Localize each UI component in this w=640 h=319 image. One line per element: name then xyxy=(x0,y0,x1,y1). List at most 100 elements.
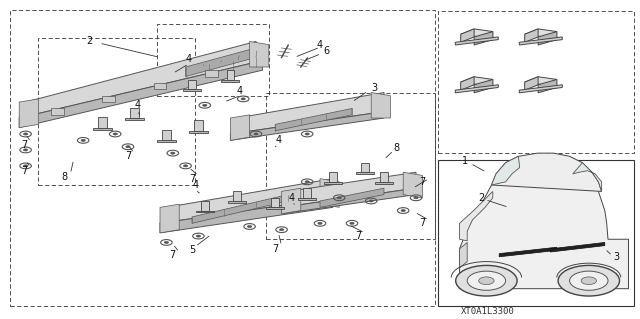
Circle shape xyxy=(337,197,341,199)
Polygon shape xyxy=(266,207,284,209)
Polygon shape xyxy=(492,153,602,191)
Polygon shape xyxy=(461,29,474,42)
Polygon shape xyxy=(499,247,557,257)
Text: 2: 2 xyxy=(86,36,93,46)
Circle shape xyxy=(24,149,28,151)
Bar xyxy=(438,11,634,153)
Circle shape xyxy=(241,98,245,100)
Circle shape xyxy=(369,200,373,202)
Text: 4: 4 xyxy=(237,86,243,96)
Polygon shape xyxy=(230,93,384,134)
Polygon shape xyxy=(320,188,384,207)
Polygon shape xyxy=(230,115,250,140)
Polygon shape xyxy=(492,156,520,185)
Polygon shape xyxy=(19,99,38,128)
Polygon shape xyxy=(228,201,246,203)
Circle shape xyxy=(467,271,506,290)
Bar xyxy=(10,10,435,306)
Bar xyxy=(266,93,435,239)
Polygon shape xyxy=(474,32,493,45)
Bar xyxy=(38,38,195,185)
Polygon shape xyxy=(130,108,139,118)
Polygon shape xyxy=(356,172,374,174)
Polygon shape xyxy=(157,140,176,143)
Text: 7: 7 xyxy=(272,244,278,254)
Text: 1: 1 xyxy=(462,156,468,166)
Text: 7: 7 xyxy=(21,166,28,176)
Polygon shape xyxy=(380,172,388,182)
Text: 4: 4 xyxy=(275,135,282,145)
Polygon shape xyxy=(201,201,209,211)
Circle shape xyxy=(184,165,188,167)
Bar xyxy=(438,160,634,306)
Polygon shape xyxy=(303,188,311,198)
Polygon shape xyxy=(282,188,416,214)
Polygon shape xyxy=(275,108,352,131)
Circle shape xyxy=(81,139,85,141)
Polygon shape xyxy=(460,167,628,289)
Text: 4: 4 xyxy=(288,193,294,203)
Circle shape xyxy=(401,210,405,211)
Polygon shape xyxy=(324,182,342,184)
Polygon shape xyxy=(525,29,557,37)
Polygon shape xyxy=(51,108,64,115)
Text: 3: 3 xyxy=(371,83,378,93)
Circle shape xyxy=(203,104,207,106)
Text: 7: 7 xyxy=(419,177,426,187)
Text: 4: 4 xyxy=(186,54,192,64)
Text: 8: 8 xyxy=(61,172,67,182)
Circle shape xyxy=(280,229,284,231)
Polygon shape xyxy=(460,191,493,241)
Polygon shape xyxy=(455,85,499,93)
Polygon shape xyxy=(282,188,301,214)
Polygon shape xyxy=(183,89,201,91)
Polygon shape xyxy=(460,242,467,268)
Text: 4: 4 xyxy=(134,100,141,110)
Polygon shape xyxy=(189,131,208,133)
Bar xyxy=(157,24,269,96)
Polygon shape xyxy=(455,37,499,45)
Circle shape xyxy=(570,271,608,290)
Circle shape xyxy=(126,146,130,148)
Polygon shape xyxy=(160,204,179,233)
Polygon shape xyxy=(221,80,239,82)
Polygon shape xyxy=(250,41,269,67)
Polygon shape xyxy=(233,191,241,201)
Circle shape xyxy=(248,226,252,227)
Polygon shape xyxy=(102,96,115,102)
Text: 6: 6 xyxy=(323,46,330,56)
Text: 4: 4 xyxy=(317,40,323,50)
Polygon shape xyxy=(162,130,171,140)
Polygon shape xyxy=(282,172,416,207)
Polygon shape xyxy=(205,70,218,77)
Circle shape xyxy=(318,222,322,224)
Circle shape xyxy=(164,241,168,243)
Polygon shape xyxy=(160,198,333,233)
Text: 3: 3 xyxy=(613,252,620,262)
Polygon shape xyxy=(461,77,493,85)
Circle shape xyxy=(24,165,28,167)
Polygon shape xyxy=(227,70,234,80)
Text: XT0A1L3300: XT0A1L3300 xyxy=(461,307,515,315)
Polygon shape xyxy=(154,83,166,89)
Polygon shape xyxy=(194,120,203,131)
Polygon shape xyxy=(573,163,602,191)
Circle shape xyxy=(196,235,200,237)
Polygon shape xyxy=(230,112,384,140)
Polygon shape xyxy=(298,198,316,200)
Text: 7: 7 xyxy=(170,250,176,260)
Polygon shape xyxy=(371,93,390,118)
Circle shape xyxy=(558,265,620,296)
Text: 8: 8 xyxy=(394,143,400,153)
Polygon shape xyxy=(525,77,557,85)
Text: 7: 7 xyxy=(189,174,195,184)
Circle shape xyxy=(254,133,258,135)
Polygon shape xyxy=(538,79,557,93)
Polygon shape xyxy=(160,179,333,223)
Polygon shape xyxy=(474,79,493,93)
Circle shape xyxy=(456,265,517,296)
Polygon shape xyxy=(98,117,107,128)
Polygon shape xyxy=(361,163,369,172)
Polygon shape xyxy=(461,77,474,90)
Polygon shape xyxy=(461,29,493,37)
